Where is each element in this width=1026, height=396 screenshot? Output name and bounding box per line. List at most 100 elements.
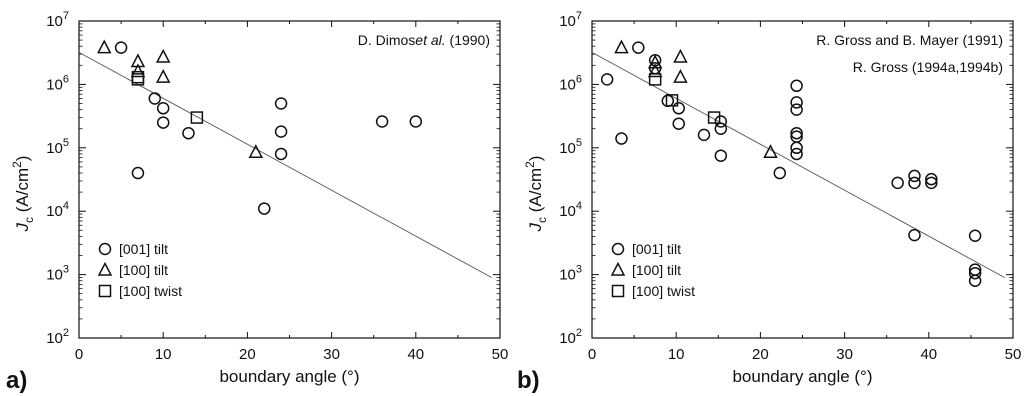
data-point-circle: [925, 172, 938, 186]
y-tick-base: 10: [46, 330, 63, 347]
data-point-circle: [156, 116, 170, 129]
y-axis-title: Jc (A/cm2): [10, 156, 36, 233]
y-tick-label: 103: [46, 264, 69, 284]
annotation-text: R. Gross and B. Mayer (1991): [816, 32, 1003, 48]
y-tick-label: 105: [559, 137, 582, 157]
data-point-circle: [257, 202, 271, 215]
legend-label: [001] tilt: [119, 241, 168, 257]
data-point-circle: [790, 147, 803, 161]
data-point-circle: [908, 169, 921, 183]
y-tick-exponent: 4: [576, 200, 582, 212]
data-point-square: [707, 111, 721, 124]
y-tick-exponent: 7: [576, 10, 582, 22]
legend-marker-triangle: [97, 261, 113, 276]
data-point-circle: [409, 115, 423, 128]
y-axis-title-unit: (A/cm: [13, 168, 32, 217]
data-point-circle: [968, 267, 982, 280]
legend-label: [100] twist: [119, 283, 182, 299]
data-point-circle: [632, 41, 645, 54]
legend-label: [001] tilt: [632, 241, 681, 257]
y-tick-exponent: 6: [576, 73, 582, 85]
x-tick-label: 50: [492, 346, 509, 363]
data-point-circle: [156, 102, 170, 115]
data-point-circle: [182, 126, 195, 140]
y-axis-title-close: ): [13, 156, 32, 162]
x-axis-title: boundary angle (°): [219, 367, 359, 386]
data-point-triangle: [673, 48, 688, 63]
fit-line: [79, 51, 492, 278]
y-axis-title-sub: c: [535, 217, 549, 223]
y-tick-base: 10: [46, 140, 63, 157]
data-point-circle: [790, 126, 803, 140]
data-point-circle: [148, 92, 162, 105]
data-point-circle: [661, 94, 675, 108]
y-tick-exponent: 6: [63, 73, 69, 85]
legend-label: [100] tilt: [632, 262, 681, 278]
legend-label: [100] twist: [632, 283, 695, 299]
data-point-circle: [968, 274, 982, 287]
panel-label: b): [517, 367, 540, 394]
annotation-text: R. Gross (1994a,1994b): [853, 59, 1003, 75]
y-axis-title-main: J: [526, 222, 545, 232]
y-tick-exponent: 2: [63, 327, 69, 339]
data-point-triangle: [763, 144, 778, 159]
legend-label: [100] tilt: [119, 262, 168, 278]
annotation: R. Gross and B. Mayer (1991): [816, 32, 1003, 48]
data-point-circle: [790, 96, 803, 109]
y-tick-label: 107: [46, 10, 69, 30]
annotation: R. Gross (1994a,1994b): [853, 59, 1003, 75]
y-axis-title: Jc (A/cm2): [523, 156, 549, 233]
chart-panel-a: 0 10 20 30 40 50 102 103 104 105 106 107 D. Dimoset …: [6, 10, 509, 394]
y-tick-label: 103: [559, 264, 582, 284]
y-tick-exponent: 3: [63, 264, 69, 276]
y-axis-title-close: ): [526, 156, 545, 162]
fit-line: [592, 51, 1005, 278]
y-axis-title-sub: c: [22, 217, 36, 223]
x-tick-label: 0: [588, 346, 596, 363]
data-point-triangle: [155, 48, 171, 63]
data-point-circle: [131, 166, 145, 180]
annotation-text: D. Dimos: [358, 32, 416, 48]
data-point-circle: [697, 128, 711, 142]
data-point-circle: [600, 73, 614, 86]
chart-panel-b: 0 10 20 30 40 50 102 103 104 105 106 107 R. Gross an…: [513, 0, 1026, 396]
x-tick-label: 30: [323, 346, 340, 363]
data-point-triangle: [248, 144, 264, 159]
data-point-square: [648, 73, 662, 86]
y-tick-base: 10: [559, 13, 576, 30]
annotation-after: (1990): [446, 32, 490, 48]
data-point-circle: [714, 122, 728, 135]
data-point-circle: [274, 125, 288, 138]
x-tick-label: 20: [752, 346, 769, 363]
data-point-circle: [790, 141, 803, 155]
y-tick-exponent: 5: [63, 137, 69, 149]
y-tick-base: 10: [46, 13, 63, 30]
y-tick-base: 10: [559, 330, 576, 347]
data-point-circle: [274, 97, 288, 110]
y-tick-base: 10: [46, 267, 63, 284]
data-point-circle: [672, 102, 685, 115]
data-point-triangle: [614, 39, 629, 54]
data-point-circle: [714, 115, 728, 128]
y-axis-title-unit: (A/cm: [526, 168, 545, 217]
y-tick-label: 106: [559, 73, 582, 93]
data-point-circle: [114, 41, 128, 54]
y-axis-title-sup: 2: [523, 161, 537, 168]
y-tick-base: 10: [559, 267, 576, 284]
y-axis-title-sup: 2: [10, 161, 24, 168]
data-point-square: [190, 111, 204, 124]
y-tick-label: 104: [46, 200, 69, 220]
data-point-circle: [672, 117, 685, 130]
x-tick-label: 40: [920, 346, 937, 363]
data-point-circle: [714, 149, 728, 162]
data-point-circle: [908, 228, 921, 242]
y-tick-exponent: 3: [576, 264, 582, 276]
data-point-square: [665, 94, 679, 107]
legend-marker-circle: [98, 242, 112, 256]
legend-marker-square: [611, 284, 625, 298]
y-tick-base: 10: [46, 76, 63, 93]
x-tick-label: 50: [1005, 346, 1022, 363]
legend-marker-circle: [611, 242, 625, 256]
data-point-circle: [375, 115, 389, 128]
y-tick-label: 105: [46, 137, 69, 157]
